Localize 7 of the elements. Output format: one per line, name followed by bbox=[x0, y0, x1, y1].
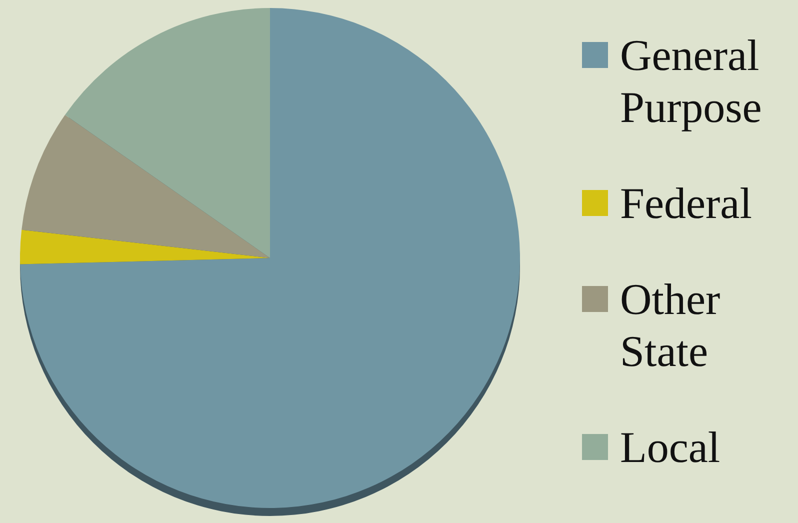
legend-label: General Purpose bbox=[620, 31, 762, 132]
legend-label: Other State bbox=[620, 275, 721, 376]
legend-label: Federal bbox=[620, 179, 752, 228]
pie-slice bbox=[22, 114, 270, 258]
pie-slice bbox=[65, 8, 270, 258]
legend-label: Local bbox=[620, 423, 720, 472]
pie-slice bbox=[20, 230, 270, 264]
